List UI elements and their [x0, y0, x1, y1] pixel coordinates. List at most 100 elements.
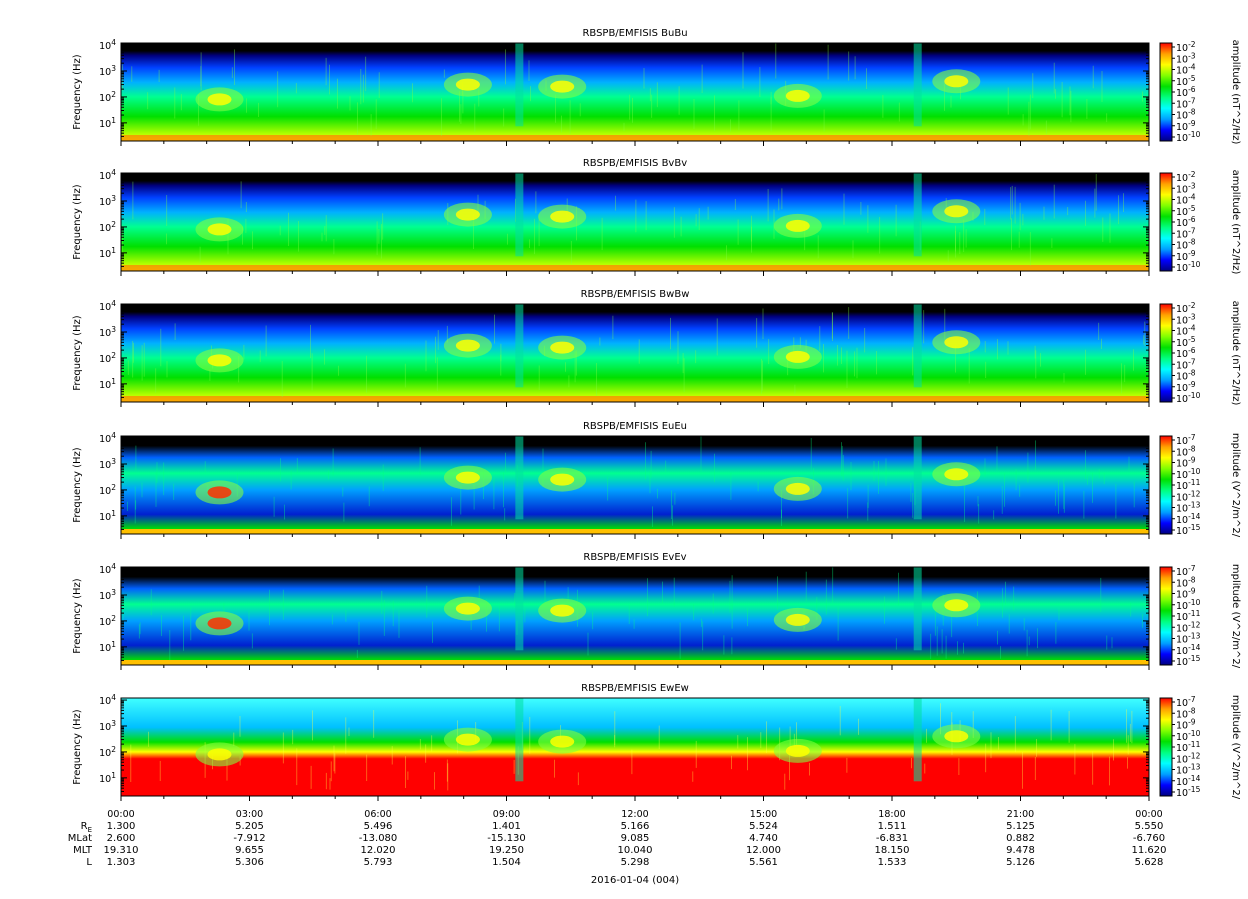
colorbar-tick-label-base: 10 — [1176, 54, 1188, 65]
ephemeris-label: RE — [81, 821, 92, 834]
colorbar-tick-label-exp: -7 — [1188, 695, 1196, 704]
colorbar-tick-label-exp: -5 — [1188, 335, 1196, 344]
colorbar-tick-label-exp: -7 — [1188, 357, 1196, 366]
ephemeris-value: 18.150 — [875, 845, 910, 856]
colorbar — [1159, 172, 1173, 272]
emission-core — [785, 350, 810, 363]
low-frequency-band — [121, 135, 1149, 141]
emission-core — [550, 80, 575, 93]
panel-title: RBSPB/EMFISIS EvEv — [583, 552, 686, 563]
x-tick-label: 00:00 — [107, 809, 134, 820]
colorbar-tick-label: 10-5 — [1176, 335, 1196, 349]
colorbar-tick-label-exp: -9 — [1188, 380, 1196, 389]
ephemeris-label: MLat — [68, 833, 92, 844]
colorbar-tick-label: 10-9 — [1176, 380, 1196, 394]
colorbar-tick-label-exp: -3 — [1188, 181, 1196, 190]
perigee-column — [515, 436, 524, 520]
low-frequency-band — [121, 265, 1149, 271]
low-frequency-band — [121, 660, 1149, 665]
colorbar-label: mplitude (V^2/m^2/ — [1230, 433, 1241, 538]
perigee-column — [515, 43, 524, 127]
colorbar-tick-label-exp: -4 — [1188, 324, 1196, 333]
colorbar-tick-label-exp: -9 — [1188, 718, 1196, 727]
colorbar-tick-label-exp: -15 — [1188, 654, 1200, 663]
colorbar-tick-label-exp: -12 — [1188, 620, 1200, 629]
colorbar-tick-label: 10-3 — [1176, 51, 1196, 65]
x-tick-label: 06:00 — [364, 809, 391, 820]
emission-core — [207, 748, 232, 761]
colorbar-tick-label-exp: -4 — [1188, 193, 1196, 202]
colorbar-tick-label: 10-6 — [1176, 215, 1196, 229]
y-tick-label: 101 — [99, 377, 116, 391]
colorbar-tick-label-exp: -10 — [1188, 391, 1200, 400]
y-tick-label-base: 10 — [99, 328, 111, 339]
ephemeris-value: 19.250 — [489, 845, 524, 856]
colorbar-tick-label-base: 10 — [1176, 601, 1188, 612]
emission-core — [550, 473, 575, 486]
y-tick-label: 101 — [99, 246, 116, 260]
ephemeris-label-text: R — [81, 821, 88, 832]
ephemeris-value: -15.130 — [487, 833, 526, 844]
colorbar — [1159, 42, 1173, 142]
ephemeris-value: 1.504 — [492, 857, 521, 868]
y-tick-label-base: 10 — [99, 67, 111, 78]
colorbar-tick-label: 10-10 — [1176, 467, 1201, 481]
colorbar-label: amplitude (nT^2/Hz) — [1230, 40, 1241, 145]
colorbar-tick-label-base: 10 — [1176, 315, 1188, 326]
colorbar-tick-label: 10-10 — [1176, 729, 1201, 743]
colorbar-tick-label-base: 10 — [1176, 578, 1188, 589]
perigee-column — [515, 698, 524, 782]
colorbar-tick-label-exp: -14 — [1188, 774, 1200, 783]
x-tick-label: 03:00 — [236, 809, 263, 820]
perigee-column — [515, 567, 524, 651]
colorbar-tick-label-base: 10 — [1176, 196, 1188, 207]
y-tick-label-exp: 3 — [111, 588, 116, 597]
colorbar-tick-label-exp: -13 — [1188, 632, 1200, 641]
y-tick-label-exp: 4 — [111, 299, 116, 308]
x-tick-label: 21:00 — [1007, 809, 1034, 820]
emission-core — [944, 205, 969, 218]
panel-title: RBSPB/EMFISIS EwEw — [581, 683, 689, 694]
y-tick-label-base: 10 — [99, 460, 111, 471]
y-tick-label-exp: 2 — [111, 351, 116, 360]
colorbar-tick-label: 10-9 — [1176, 119, 1196, 133]
y-tick-label: 103 — [99, 325, 116, 339]
colorbar-tick-label: 10-8 — [1176, 238, 1196, 252]
colorbar-tick-label-base: 10 — [1176, 327, 1188, 338]
colorbar — [1159, 697, 1173, 797]
y-tick-label: 101 — [99, 771, 116, 785]
colorbar-tick-label-base: 10 — [1176, 612, 1188, 623]
colorbar-tick-label-base: 10 — [1176, 447, 1188, 458]
spectrogram-image — [121, 304, 1149, 402]
colorbar-tick-label: 10-8 — [1176, 575, 1196, 589]
colorbar-tick-label: 10-4 — [1176, 324, 1196, 338]
emission-core — [944, 468, 969, 481]
y-axis-label: Frequency (Hz) — [72, 315, 83, 391]
spectrogram-image — [121, 43, 1149, 141]
ephemeris-value: 9.655 — [235, 845, 264, 856]
colorbar-tick-label-exp: -9 — [1188, 119, 1196, 128]
y-tick-label-base: 10 — [99, 617, 111, 628]
ephemeris-value: 4.740 — [749, 833, 778, 844]
colorbar-tick-label: 10-3 — [1176, 181, 1196, 195]
x-tick-label: 12:00 — [621, 809, 648, 820]
emission-core — [207, 354, 232, 367]
colorbar-tick-label-base: 10 — [1176, 173, 1188, 184]
perigee-column — [913, 43, 922, 127]
colorbar-tick-label-base: 10 — [1176, 526, 1188, 537]
ephemeris-value: 5.205 — [235, 821, 264, 832]
colorbar-tick-label-base: 10 — [1176, 304, 1188, 315]
colorbar-tick-label: 10-5 — [1176, 204, 1196, 218]
y-tick-label: 102 — [99, 614, 116, 628]
colorbar-tick-label-exp: -5 — [1188, 74, 1196, 83]
y-tick-label-exp: 4 — [111, 693, 116, 702]
colorbar-tick-label-base: 10 — [1176, 788, 1188, 799]
colorbar-tick-label-exp: -2 — [1188, 170, 1196, 179]
y-tick-label-exp: 2 — [111, 483, 116, 492]
colorbar-tick-label-base: 10 — [1176, 111, 1188, 122]
colorbar-tick-label: 10-8 — [1176, 369, 1196, 383]
ephemeris-value: 5.166 — [621, 821, 650, 832]
colorbar-label: amplitude (nT^2/Hz) — [1230, 170, 1241, 275]
colorbar-tick-label-base: 10 — [1176, 207, 1188, 218]
emission-core — [207, 617, 232, 630]
